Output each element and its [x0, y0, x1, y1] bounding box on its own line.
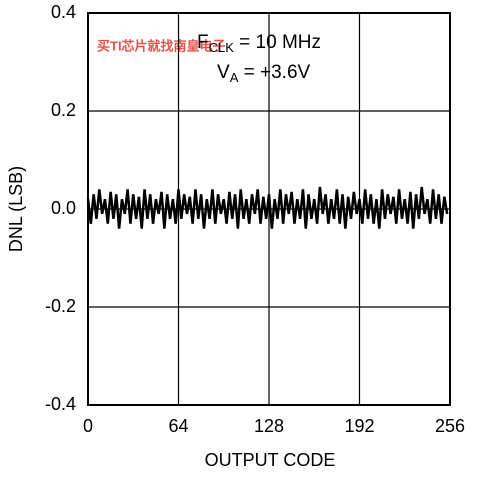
y-tick-label: 0.4: [51, 2, 76, 22]
annotation-main: V: [217, 62, 230, 83]
watermark: 买TI芯片就找南皇电子: [97, 38, 226, 53]
x-tick-label: 128: [254, 416, 284, 436]
x-axis-label: OUTPUT CODE: [205, 450, 336, 470]
x-tick-label: 0: [83, 416, 93, 436]
x-tick-label: 192: [344, 416, 374, 436]
annotation-main: F: [197, 32, 209, 53]
y-tick-label: -0.4: [45, 394, 76, 414]
y-tick-label: 0.2: [51, 100, 76, 120]
y-axis-label: DNL (LSB): [6, 166, 26, 252]
annotation-sub: A: [230, 70, 239, 85]
annotation-sub: CLK: [209, 40, 235, 55]
y-tick-label: 0.0: [51, 198, 76, 218]
annotation-rest: = 10 MHz: [234, 32, 321, 53]
data-line: [86, 186, 449, 229]
annotation: FCLK = 10 MHz: [197, 32, 321, 55]
x-tick-label: 256: [435, 416, 465, 436]
annotation: VA = +3.6V: [217, 62, 311, 85]
annotation-rest: = +3.6V: [238, 62, 310, 83]
y-tick-label: -0.2: [45, 296, 76, 316]
x-tick-label: 64: [168, 416, 188, 436]
